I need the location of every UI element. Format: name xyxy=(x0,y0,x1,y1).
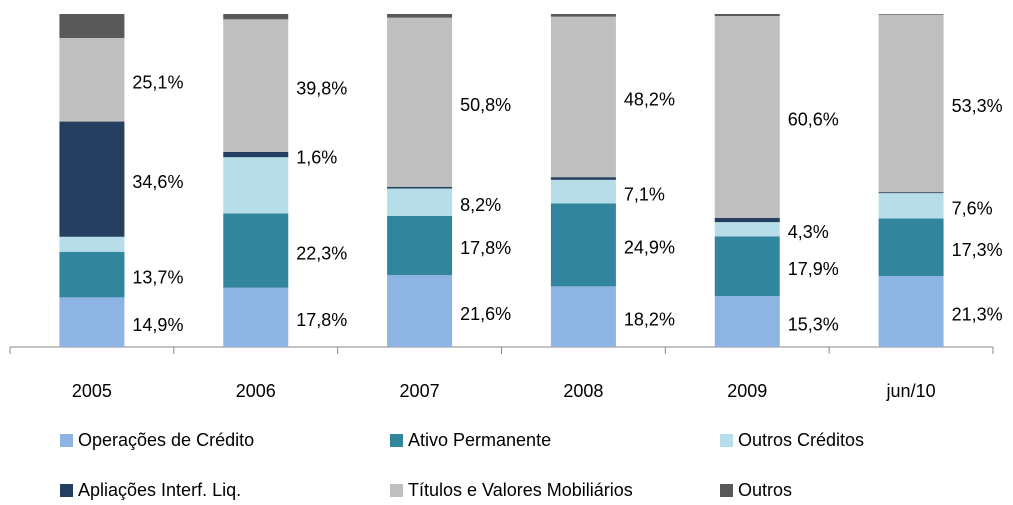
legend-label: Ativo Permanente xyxy=(408,430,551,450)
bar-segment xyxy=(550,203,616,287)
bar-segment xyxy=(387,17,453,187)
data-label: 17,3% xyxy=(952,240,1003,260)
data-label: 7,6% xyxy=(952,199,993,219)
x-tick-label: 2007 xyxy=(400,381,440,401)
bar-segment xyxy=(223,19,289,152)
bar-segment xyxy=(878,14,944,193)
bar-segment xyxy=(223,157,289,214)
legend-swatch xyxy=(720,484,733,497)
bar-segment xyxy=(59,121,125,237)
bar-segment xyxy=(714,15,780,218)
bar-segment xyxy=(59,14,125,38)
data-label: 24,9% xyxy=(624,238,675,258)
data-label: 25,1% xyxy=(132,73,183,93)
legend-swatch xyxy=(720,434,733,447)
bar-segment xyxy=(387,14,453,18)
data-label: 39,8% xyxy=(296,78,347,98)
data-label: 4,3% xyxy=(788,222,829,242)
x-tick-label: 2009 xyxy=(727,381,767,401)
bar-segment xyxy=(714,236,780,297)
bar-segment xyxy=(714,222,780,237)
x-tick-label: 2006 xyxy=(236,381,276,401)
bar-segment xyxy=(550,14,616,17)
bar-segment xyxy=(223,287,289,347)
data-label: 13,7% xyxy=(132,267,183,287)
x-tick-label: 2008 xyxy=(563,381,603,401)
data-label: 22,3% xyxy=(296,243,347,263)
data-label: 48,2% xyxy=(624,90,675,110)
legend-swatch xyxy=(390,434,403,447)
data-label: 34,6% xyxy=(132,172,183,192)
data-label: 21,6% xyxy=(460,304,511,324)
bar-segment xyxy=(550,16,616,178)
legend-label: Apliações Interf. Liq. xyxy=(78,480,241,500)
bar-segment xyxy=(387,186,453,189)
data-label: 1,6% xyxy=(296,147,337,167)
data-label: 17,8% xyxy=(460,238,511,258)
bar-segment xyxy=(223,14,289,20)
bar-segment xyxy=(714,217,780,223)
data-label: 21,3% xyxy=(952,304,1003,324)
bar-segment xyxy=(878,276,944,347)
bar-segment xyxy=(59,236,125,252)
legend-swatch xyxy=(390,484,403,497)
bar-segment xyxy=(550,177,616,180)
bar-segment xyxy=(878,192,944,194)
bar-segment xyxy=(387,215,453,276)
legend-label: Operações de Crédito xyxy=(78,430,254,450)
bar-segment xyxy=(387,275,453,347)
legend-swatch xyxy=(60,434,73,447)
data-label: 8,2% xyxy=(460,195,501,215)
bar-segment xyxy=(59,251,125,298)
legend-swatch xyxy=(60,484,73,497)
legend-label: Outros Créditos xyxy=(738,430,864,450)
bar-segment xyxy=(223,213,289,288)
data-label: 53,3% xyxy=(952,96,1003,116)
legend-label: Títulos e Valores Mobiliários xyxy=(408,480,633,500)
bar-segment xyxy=(223,151,289,158)
data-label: 7,1% xyxy=(624,184,665,204)
bar-segment xyxy=(59,37,125,122)
bar-segment xyxy=(878,193,944,219)
data-label: 14,9% xyxy=(132,315,183,335)
bar-segment xyxy=(59,297,125,347)
legend-label: Outros xyxy=(738,480,792,500)
bar-segment xyxy=(878,14,944,15)
data-label: 18,2% xyxy=(624,309,675,329)
data-label: 60,6% xyxy=(788,110,839,130)
bar-segment xyxy=(550,179,616,204)
bar-segment xyxy=(550,286,616,347)
bar-segment xyxy=(714,296,780,347)
bar-segment xyxy=(878,218,944,277)
bar-segment xyxy=(714,14,780,16)
x-tick-label: 2005 xyxy=(72,381,112,401)
data-label: 15,3% xyxy=(788,314,839,334)
data-label: 50,8% xyxy=(460,95,511,115)
bar-segment xyxy=(387,188,453,216)
data-label: 17,9% xyxy=(788,259,839,279)
x-tick-label: jun/10 xyxy=(886,381,936,401)
data-label: 17,8% xyxy=(296,310,347,330)
